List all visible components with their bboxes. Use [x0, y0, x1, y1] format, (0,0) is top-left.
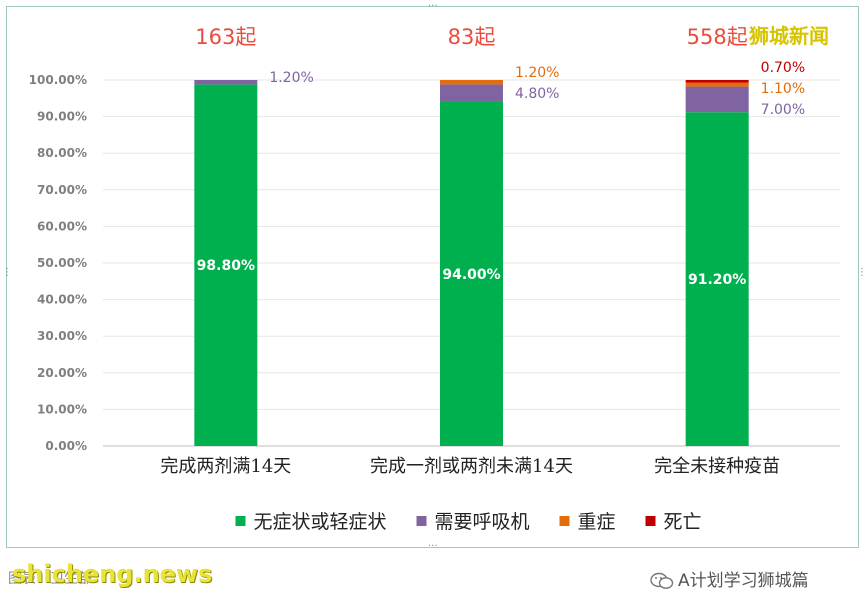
- x-category-label: 完成两剂满14天: [160, 456, 291, 477]
- bar-segment: [194, 84, 258, 446]
- y-tick-label: 20.00%: [37, 366, 87, 380]
- legend-label: 死亡: [664, 511, 702, 533]
- y-axis-ticks: 0.00% 10.00% 20.00% 30.00% 40.00% 50.00% 60.00…: [29, 73, 87, 453]
- y-tick-label: 80.00%: [37, 146, 87, 160]
- y-tick-label: 90.00%: [37, 110, 87, 124]
- data-label: 91.20%: [688, 272, 746, 288]
- resize-handle-left[interactable]: ⋮: [2, 267, 12, 278]
- bar-segment: [440, 84, 503, 102]
- data-label: 1.20%: [515, 65, 559, 81]
- data-label: 1.10%: [761, 81, 805, 97]
- data-label: 0.70%: [761, 60, 805, 76]
- bar-segment: [440, 80, 503, 85]
- y-tick-label: 40.00%: [37, 293, 87, 307]
- x-category-label: 完全未接种疫苗: [654, 456, 780, 477]
- wechat-account-tag: A计划学习狮城篇: [650, 566, 809, 591]
- data-label: 94.00%: [442, 267, 500, 283]
- legend-label: 无症状或轻症状: [254, 511, 387, 533]
- data-label: 4.80%: [515, 86, 559, 102]
- legend-label: 需要呼吸机: [435, 511, 530, 533]
- bar-segment: [685, 112, 749, 446]
- legend-label: 重症: [578, 511, 616, 533]
- wechat-account-name: A计划学习狮城篇: [678, 571, 809, 591]
- bar-segment: [440, 101, 503, 447]
- legend: 无症状或轻症状 需要呼吸机 重症 死亡: [235, 511, 702, 533]
- site-watermark: shicheng.news: [12, 560, 213, 588]
- legend-swatch: [235, 516, 246, 526]
- y-tick-label: 60.00%: [37, 219, 87, 233]
- resize-handle-bottom[interactable]: ···: [428, 541, 438, 552]
- case-count-label: 83起: [448, 25, 496, 49]
- legend-swatch: [645, 516, 656, 526]
- legend-swatch: [416, 516, 427, 526]
- y-tick-label: 0.00%: [45, 439, 87, 453]
- data-label: 1.20%: [269, 70, 313, 86]
- bars: [194, 80, 749, 447]
- x-category-label: 完成一剂或两剂未满14天: [370, 456, 573, 477]
- bar-segment: [685, 82, 749, 87]
- site-logo: 狮城新闻: [749, 24, 829, 48]
- data-label: 98.80%: [197, 258, 255, 274]
- data-label: 7.00%: [761, 102, 805, 118]
- bar-segment: [685, 80, 749, 83]
- data-labels: 98.80% 1.20% 94.00% 1.20% 4.80% 91.20% 0.70% 1.…: [197, 60, 805, 288]
- y-tick-label: 100.00%: [29, 73, 87, 87]
- bar-segment: [685, 86, 749, 113]
- legend-swatch: [559, 516, 570, 526]
- x-axis-categories: 完成两剂满14天 完成一剂或两剂未满14天 完全未接种疫苗: [160, 456, 780, 477]
- resize-handle-top[interactable]: ···: [428, 1, 438, 12]
- y-tick-label: 30.00%: [37, 329, 87, 343]
- source-note: 图表：卫生部: [8, 571, 92, 587]
- y-tick-label: 10.00%: [37, 402, 87, 416]
- bar-segment: [194, 80, 258, 85]
- y-tick-label: 70.00%: [37, 183, 87, 197]
- case-count-labels: 163起 83起 558起: [195, 25, 747, 49]
- y-tick-label: 50.00%: [37, 256, 87, 270]
- case-count-label: 558起: [687, 25, 748, 49]
- wechat-icon: [650, 572, 674, 589]
- resize-handle-right[interactable]: ⋮: [857, 267, 867, 278]
- case-count-label: 163起: [195, 25, 256, 49]
